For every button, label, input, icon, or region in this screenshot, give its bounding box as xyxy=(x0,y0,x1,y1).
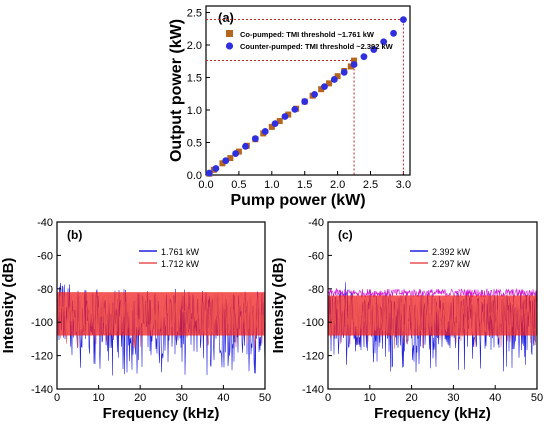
spectrum-trace-b-lower-power xyxy=(56,292,266,349)
x-tick-label-c: 20 xyxy=(405,392,417,404)
data-point-counter-pumped xyxy=(222,157,230,165)
y-tick-label-c: -40 xyxy=(308,217,324,229)
data-point-co-pumped xyxy=(351,57,358,64)
x-axis-title-c: Frequency (kHz) xyxy=(374,405,491,422)
x-axis-title-b: Frequency (kHz) xyxy=(103,405,220,422)
data-point-co-pumped xyxy=(285,111,292,118)
data-point-co-pumped xyxy=(276,118,283,125)
x-tick-label-a: 0.0 xyxy=(198,179,213,191)
x-tick-label-a: 2.0 xyxy=(330,179,345,191)
data-point-counter-pumped xyxy=(281,113,289,120)
y-tick-label-c: -80 xyxy=(308,284,324,296)
data-point-counter-pumped xyxy=(400,16,407,24)
data-point-counter-pumped xyxy=(212,165,220,172)
y-tick-label-a: 2.0 xyxy=(187,40,202,52)
y-tick-label-a: 2.5 xyxy=(187,8,202,20)
data-point-counter-pumped xyxy=(360,53,368,61)
x-tick-label-a: 2.5 xyxy=(363,179,378,191)
y-tick-label-c: -100 xyxy=(302,317,324,329)
data-point-counter-pumped xyxy=(301,98,309,105)
data-point-co-pumped xyxy=(219,160,226,167)
y-tick-label-c: -60 xyxy=(308,250,324,262)
spectrum-trace-c-magenta xyxy=(327,287,538,299)
x-tick-label-c: 50 xyxy=(531,392,543,404)
x-tick-label-c: 40 xyxy=(489,392,501,404)
data-point-co-pumped xyxy=(326,80,333,87)
data-point-co-pumped xyxy=(347,63,354,70)
data-point-counter-pumped xyxy=(271,120,279,128)
data-point-counter-pumped xyxy=(251,135,259,143)
panel-c-spectrum: 0 10 20 30 40 50 -40 -60 -80 -100 -120 -140 Frequenc… xyxy=(270,217,543,422)
panel-label-a: (a) xyxy=(218,10,234,25)
x-tick-label-a: 0.5 xyxy=(231,179,246,191)
spectrum-trace-c-lower-power xyxy=(327,295,538,349)
x-tick-label-b: 20 xyxy=(134,392,146,404)
legend-label-co-pumped: Co-pumped: TMI threshold ~1.761 kW xyxy=(240,30,375,39)
x-tick-label-b: 0 xyxy=(54,392,60,404)
x-tick-label-a: 1.5 xyxy=(297,179,312,191)
data-point-counter-pumped xyxy=(232,150,240,157)
y-tick-label-b: -80 xyxy=(37,284,53,296)
x-tick-label-b: 30 xyxy=(176,392,188,404)
y-tick-label-a: 0.0 xyxy=(187,170,202,182)
x-tick-label-c: 0 xyxy=(325,392,331,404)
data-point-counter-pumped xyxy=(350,61,358,68)
x-axis-title-a: Pump power (kW) xyxy=(230,192,365,209)
y-axis-title-b: Intensity (dB) xyxy=(0,258,17,354)
y-tick-label-c: -140 xyxy=(302,384,324,396)
plot-frame-b xyxy=(56,221,266,390)
data-point-counter-pumped xyxy=(330,76,338,83)
data-point-counter-pumped xyxy=(340,68,348,76)
y-tick-label-b: -60 xyxy=(37,250,53,262)
x-tick-label-c: 10 xyxy=(364,392,376,404)
plot-frame-c xyxy=(327,221,538,390)
data-point-counter-pumped xyxy=(205,169,213,177)
data-point-co-pumped xyxy=(235,148,242,155)
y-axis-title-c: Intensity (dB) xyxy=(270,258,287,354)
y-tick-label-a: 0.5 xyxy=(187,138,202,150)
x-tick-label-b: 10 xyxy=(92,392,104,404)
x-tick-label-a: 1.0 xyxy=(264,179,279,191)
x-tick-label-a: 3.0 xyxy=(396,179,411,191)
legend-label-c-lower: 2.297 kW xyxy=(432,259,471,269)
data-point-counter-pumped xyxy=(261,128,269,135)
x-tick-label-c: 30 xyxy=(447,392,459,404)
y-tick-label-b: -40 xyxy=(37,217,53,229)
y-tick-label-b: -100 xyxy=(31,317,53,329)
data-point-counter-pumped xyxy=(321,83,328,90)
data-point-counter-pumped xyxy=(380,38,388,46)
data-point-co-pumped xyxy=(268,123,275,130)
y-tick-label-c: -120 xyxy=(302,351,324,363)
x-tick-label-b: 40 xyxy=(217,392,229,404)
panel-a-output-vs-pump: 0.0 0.5 1.0 1.5 2.0 2.5 3.00.00.51.01.52.02.5P… xyxy=(168,5,411,209)
data-point-co-pumped xyxy=(334,73,341,80)
legend-marker-co-pumped xyxy=(226,30,233,37)
data-point-counter-pumped xyxy=(311,91,318,98)
x-tick-label-b: 50 xyxy=(259,392,271,404)
data-point-counter-pumped xyxy=(291,105,299,113)
legend-label-c-upper: 2.392 kW xyxy=(432,247,471,257)
legend-marker-counter-pumped xyxy=(225,42,234,50)
y-tick-label-b: -120 xyxy=(31,351,53,363)
legend-label-b-upper: 1.761 kW xyxy=(161,247,200,257)
legend-label-b-lower: 1.712 kW xyxy=(161,259,200,269)
y-tick-label-a: 1.5 xyxy=(187,73,202,85)
y-axis-title-a: Output power (kW) xyxy=(168,19,185,162)
y-tick-label-a: 1.0 xyxy=(187,105,202,117)
panel-label-b: (b) xyxy=(67,228,82,242)
data-point-co-pumped xyxy=(318,86,325,93)
y-tick-label-b: -140 xyxy=(31,384,53,396)
panel-b-spectrum: 0 10 20 30 40 50 -40 -60 -80 -100 -120 -140 Frequenc… xyxy=(0,217,271,422)
data-point-co-pumped xyxy=(227,155,234,162)
data-point-counter-pumped xyxy=(390,29,397,37)
data-point-counter-pumped xyxy=(242,143,249,150)
legend-label-counter-pumped: Counter-pumped: TMI threshold ~2.392 kW xyxy=(240,42,394,51)
data-point-counter-pumped xyxy=(370,46,378,53)
plot-frame-a xyxy=(205,5,411,176)
panel-label-c: (c) xyxy=(338,228,353,242)
